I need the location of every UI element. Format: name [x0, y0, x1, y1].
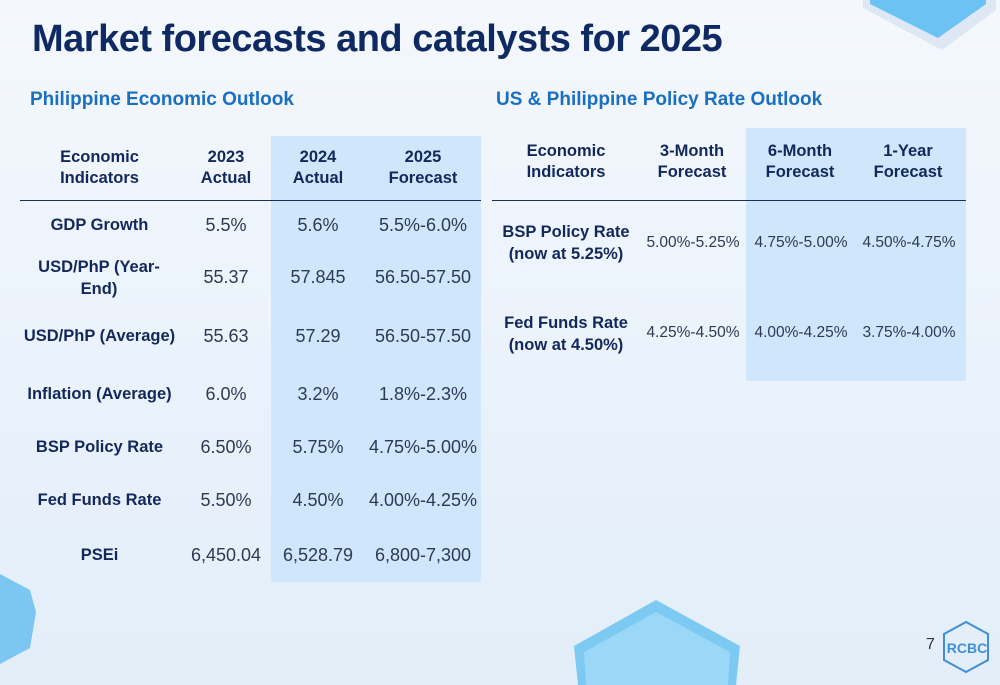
table-row-label: GDP Growth [50, 216, 149, 234]
table-row-label: BSP Policy Rate [35, 438, 164, 456]
table-cell-2024: 57.845 [290, 266, 346, 287]
header-2023-actual: 2023 Actual [200, 148, 252, 187]
highlight-column-6m-1y [746, 128, 966, 381]
table-cell-2024: 5.6% [297, 214, 339, 235]
table-cell-2025: 56.50-57.50 [374, 325, 472, 346]
table-row-label: Fed Funds Rate [37, 491, 162, 509]
table-cell-6-month: 4.00%-4.25% [754, 324, 848, 341]
table-cell-2025: 5.5%-6.0% [378, 214, 468, 235]
header-divider [20, 200, 481, 201]
header-economic-indicators: Economic Indicators [526, 142, 606, 181]
header-6-month-forecast: 6-Month Forecast [765, 142, 835, 181]
header-economic-indicators: Economic Indicators [60, 148, 139, 187]
table-cell-2023: 5.5% [205, 214, 247, 235]
section-title-philippine-outlook: Philippine Economic Outlook [30, 89, 294, 110]
table-row-label: BSP Policy Rate (now at 5.25%) [502, 223, 630, 263]
table-cell-2023: 6.0% [205, 383, 247, 404]
table-cell-2023: 6.50% [200, 436, 252, 457]
table-cell-2023: 6,450.04 [190, 544, 262, 565]
table-cell-2024: 6,528.79 [282, 544, 354, 565]
table-cell-2025: 6,800-7,300 [374, 544, 472, 565]
table-row-label: PSEi [80, 546, 119, 564]
hexagon-decoration-bottom [574, 600, 740, 685]
table-cell-2025: 4.00%-4.25% [368, 489, 478, 510]
table-cell-2025: 56.50-57.50 [374, 266, 472, 287]
header-divider [492, 200, 966, 201]
page-number: 7 [926, 636, 935, 653]
table-cell-1-year: 3.75%-4.00% [862, 324, 956, 341]
table-cell-1-year: 4.50%-4.75% [862, 234, 956, 251]
table-cell-6-month: 4.75%-5.00% [754, 234, 848, 251]
table-cell-3-month: 5.00%-5.25% [646, 234, 740, 251]
table-cell-2024: 4.50% [292, 489, 344, 510]
table-cell-2025: 4.75%-5.00% [368, 436, 478, 457]
header-1-year-forecast: 1-Year Forecast [873, 142, 943, 181]
table-row-label: USD/PhP (Year-End) [38, 258, 160, 298]
hexagon-decoration-left [0, 574, 36, 664]
header-2025-forecast: 2025 Forecast [388, 148, 458, 187]
table-row-label: Inflation (Average) [27, 385, 172, 403]
header-3-month-forecast: 3-Month Forecast [657, 142, 727, 181]
rcbc-logo-text: RCBC [947, 640, 987, 656]
hexagon-decoration-top-right [863, 0, 996, 50]
table-cell-2023: 55.63 [203, 325, 249, 346]
table-cell-2025: 1.8%-2.3% [378, 383, 468, 404]
page-title: Market forecasts and catalysts for 2025 [32, 18, 723, 60]
table-cell-2024: 3.2% [297, 383, 339, 404]
table-cell-2024: 5.75% [292, 436, 344, 457]
table-cell-2024: 57.29 [295, 325, 341, 346]
table-row-label: USD/PhP (Average) [23, 327, 176, 345]
rcbc-logo: RCBC [943, 620, 989, 674]
table-cell-2023: 55.37 [203, 266, 249, 287]
table-cell-2023: 5.50% [200, 489, 252, 510]
table-row-label: Fed Funds Rate (now at 4.50%) [504, 314, 628, 354]
highlight-column-2024-2025 [271, 136, 481, 582]
header-2024-actual: 2024 Actual [292, 148, 344, 187]
section-title-policy-rate-outlook: US & Philippine Policy Rate Outlook [496, 89, 823, 110]
table-cell-3-month: 4.25%-4.50% [646, 324, 740, 341]
